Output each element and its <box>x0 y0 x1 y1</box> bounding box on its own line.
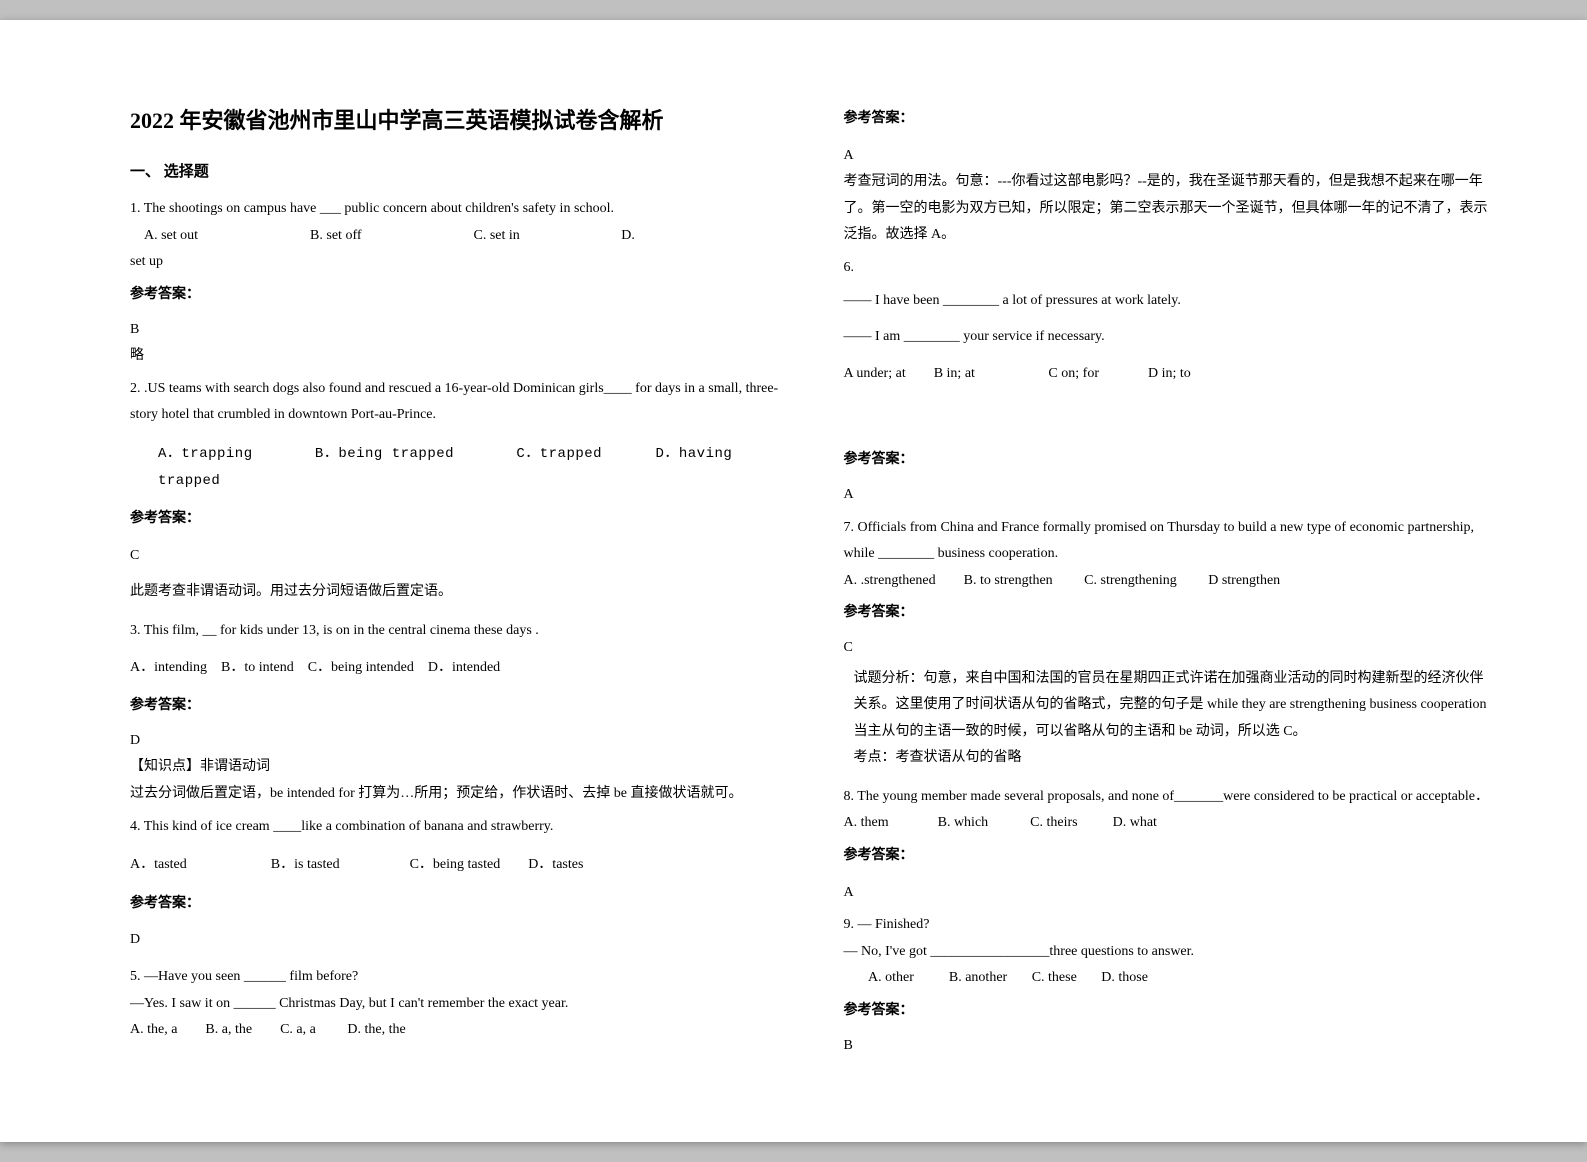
q1-note: 略 <box>130 343 784 370</box>
q5-text1: 5. —Have you seen ______ film before? <box>130 964 784 991</box>
right-column: 参考答案： A 考查冠词的用法。句意：---你看过这部电影吗？--是的，我在圣诞… <box>814 100 1528 1082</box>
q8-options: A. them B. which C. theirs D. what <box>844 810 1498 837</box>
question-6: 6. —— I have been ________ a lot of pres… <box>844 255 1498 509</box>
q8-text: 8. The young member made several proposa… <box>844 784 1498 811</box>
q3-options: A．intending B．to intend C．being intended… <box>130 655 784 682</box>
section-header-1: 一、 选择题 <box>130 158 784 187</box>
q7-note2: 考点：考查状语从句的省略 <box>854 745 1498 772</box>
q4-answer: D <box>130 927 784 954</box>
q3-answer-label: 参考答案： <box>130 693 784 720</box>
q5-text2: —Yes. I saw it on ______ Christmas Day, … <box>130 991 784 1018</box>
q5-note: 考查冠词的用法。句意：---你看过这部电影吗？--是的，我在圣诞节那天看的，但是… <box>844 169 1498 249</box>
q6-line2: —— I am ________ your service if necessa… <box>844 324 1498 351</box>
q2-answer-label: 参考答案： <box>130 506 784 533</box>
q9-answer: B <box>844 1033 1498 1060</box>
q7-note1: 试题分析：句意，来自中国和法国的官员在星期四正式许诺在加强商业活动的同时构建新型… <box>854 666 1498 746</box>
q1-options-line2: set up <box>130 249 784 276</box>
q3-answer: D <box>130 728 784 755</box>
question-1: 1. The shootings on campus have ___ publ… <box>130 196 784 370</box>
q5-answer: A <box>844 143 1498 170</box>
q6-answer: A <box>844 482 1498 509</box>
q4-text: 4. This kind of ice cream ____like a com… <box>130 814 784 841</box>
question-2: 2. .US teams with search dogs also found… <box>130 376 784 606</box>
q8-answer: A <box>844 880 1498 907</box>
q6-num: 6. <box>844 255 1498 282</box>
q5-options: A. the, a B. a, the C. a, a D. the, the <box>130 1017 784 1044</box>
q4-answer-label: 参考答案： <box>130 891 784 918</box>
page: 2022 年安徽省池州市里山中学高三英语模拟试卷含解析 一、 选择题 1. Th… <box>0 20 1587 1142</box>
q1-text: 1. The shootings on campus have ___ publ… <box>130 196 784 223</box>
q5-answer-label: 参考答案： <box>844 106 1498 133</box>
q3-note2: 过去分词做后置定语，be intended for 打算为…所用；预定给，作状语… <box>130 781 784 808</box>
q3-note1: 【知识点】非谓语动词 <box>130 754 784 781</box>
q2-text: 2. .US teams with search dogs also found… <box>130 376 784 429</box>
question-7: 7. Officials from China and France forma… <box>844 515 1498 772</box>
q7-answer: C <box>844 635 1498 662</box>
q1-options-line1: A. set out B. set off C. set in D. <box>130 223 784 250</box>
q1-answer: B <box>130 317 784 344</box>
q7-answer-label: 参考答案： <box>844 600 1498 627</box>
q2-options: A．trapping B．being trapped C．trapped D．h… <box>158 441 784 494</box>
q8-answer-label: 参考答案： <box>844 843 1498 870</box>
q6-options: A under; at B in; at C on; for D in; to <box>844 361 1498 388</box>
q3-text: 3. This film, __ for kids under 13, is o… <box>130 618 784 645</box>
q2-answer: C <box>130 543 784 570</box>
page-title: 2022 年安徽省池州市里山中学高三英语模拟试卷含解析 <box>130 100 784 142</box>
q4-options: A．tasted B．is tasted C．being tasted D．ta… <box>130 852 784 879</box>
q1-answer-label: 参考答案： <box>130 282 784 309</box>
q6-line1: —— I have been ________ a lot of pressur… <box>844 288 1498 315</box>
q2-note: 此题考查非谓语动词。用过去分词短语做后置定语。 <box>130 579 784 606</box>
q9-options: A. other B. another C. these D. those <box>844 965 1498 992</box>
question-4: 4. This kind of ice cream ____like a com… <box>130 814 784 954</box>
q7-text: 7. Officials from China and France forma… <box>844 515 1498 568</box>
left-column: 2022 年安徽省池州市里山中学高三英语模拟试卷含解析 一、 选择题 1. Th… <box>100 100 814 1082</box>
q9-answer-label: 参考答案： <box>844 998 1498 1025</box>
q6-answer-label: 参考答案： <box>844 447 1498 474</box>
question-5: 5. —Have you seen ______ film before? —Y… <box>130 964 784 1044</box>
question-3: 3. This film, __ for kids under 13, is o… <box>130 618 784 808</box>
q9-line2: — No, I've got _________________three qu… <box>844 939 1498 966</box>
question-8: 8. The young member made several proposa… <box>844 784 1498 906</box>
q7-options: A. .strengthened B. to strengthen C. str… <box>844 568 1498 595</box>
question-9: 9. — Finished? — No, I've got __________… <box>844 912 1498 1059</box>
q9-line1: 9. — Finished? <box>844 912 1498 939</box>
